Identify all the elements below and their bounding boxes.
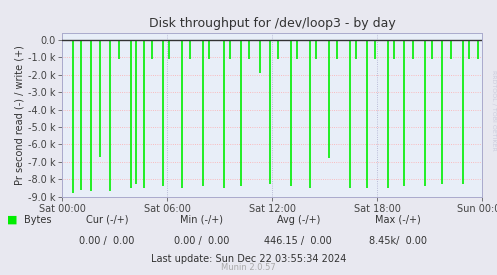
- Text: Bytes: Bytes: [24, 215, 51, 225]
- Title: Disk throughput for /dev/loop3 - by day: Disk throughput for /dev/loop3 - by day: [149, 17, 396, 31]
- Text: 8.45k/  0.00: 8.45k/ 0.00: [369, 236, 426, 246]
- Text: Last update: Sun Dec 22 03:55:34 2024: Last update: Sun Dec 22 03:55:34 2024: [151, 254, 346, 264]
- Text: RRDTOOL / TOBI OETIKER: RRDTOOL / TOBI OETIKER: [491, 70, 496, 150]
- Y-axis label: Pr second read (-) / write (+): Pr second read (-) / write (+): [15, 45, 25, 185]
- Text: 0.00 /  0.00: 0.00 / 0.00: [173, 236, 229, 246]
- Text: ■: ■: [7, 215, 18, 225]
- Text: Munin 2.0.57: Munin 2.0.57: [221, 263, 276, 272]
- Text: Min (-/+): Min (-/+): [180, 215, 223, 225]
- Text: Max (-/+): Max (-/+): [375, 215, 420, 225]
- Text: 0.00 /  0.00: 0.00 / 0.00: [79, 236, 135, 246]
- Text: Avg (-/+): Avg (-/+): [276, 215, 320, 225]
- Text: 446.15 /  0.00: 446.15 / 0.00: [264, 236, 332, 246]
- Text: Cur (-/+): Cur (-/+): [85, 215, 128, 225]
